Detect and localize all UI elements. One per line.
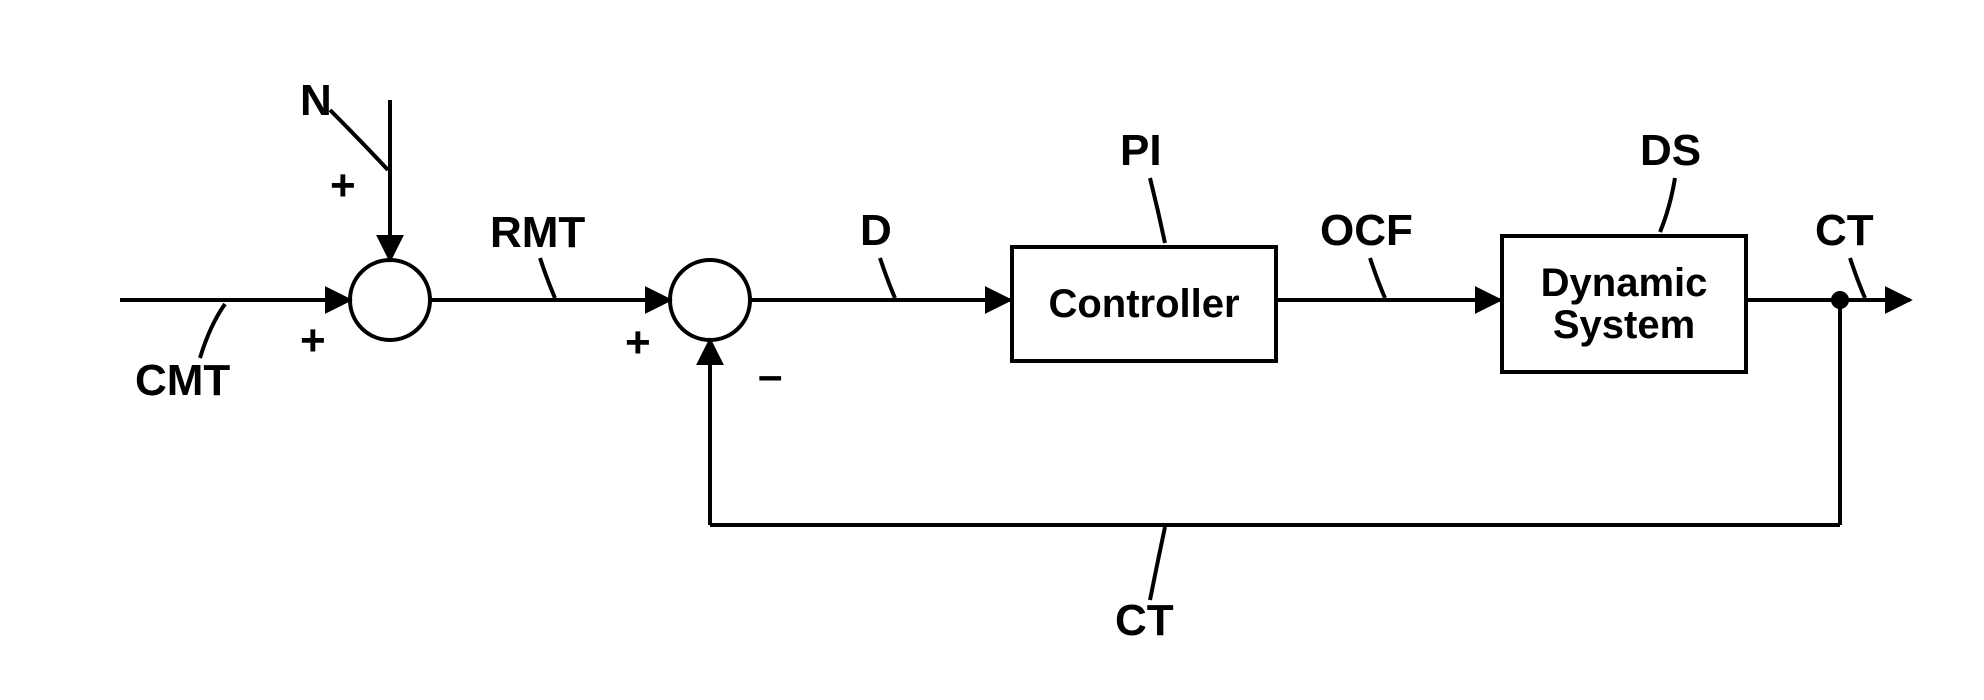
label-ct-feedback: CT	[1115, 596, 1174, 646]
label-pi: PI	[1120, 126, 1162, 176]
controller-label: Controller	[1048, 283, 1239, 325]
sum1-sign-top: +	[330, 161, 356, 211]
label-ct: CT	[1815, 206, 1874, 256]
label-rmt: RMT	[490, 208, 585, 258]
controller-block: Controller	[1010, 245, 1278, 363]
dynamic-system-block: Dynamic System	[1500, 234, 1748, 374]
sum2-sign-bottom: –	[758, 351, 782, 401]
dynamic-system-label: Dynamic System	[1541, 262, 1708, 346]
label-d: D	[860, 206, 892, 256]
sum1-sign-left: +	[300, 316, 326, 366]
label-cmt: CMT	[135, 356, 230, 406]
label-ocf: OCF	[1320, 206, 1413, 256]
label-ds: DS	[1640, 126, 1701, 176]
diagram-canvas: Controller Dynamic System + + + – N CMT …	[0, 0, 1984, 700]
label-n: N	[300, 76, 332, 126]
sum2-sign-left: +	[625, 318, 651, 368]
